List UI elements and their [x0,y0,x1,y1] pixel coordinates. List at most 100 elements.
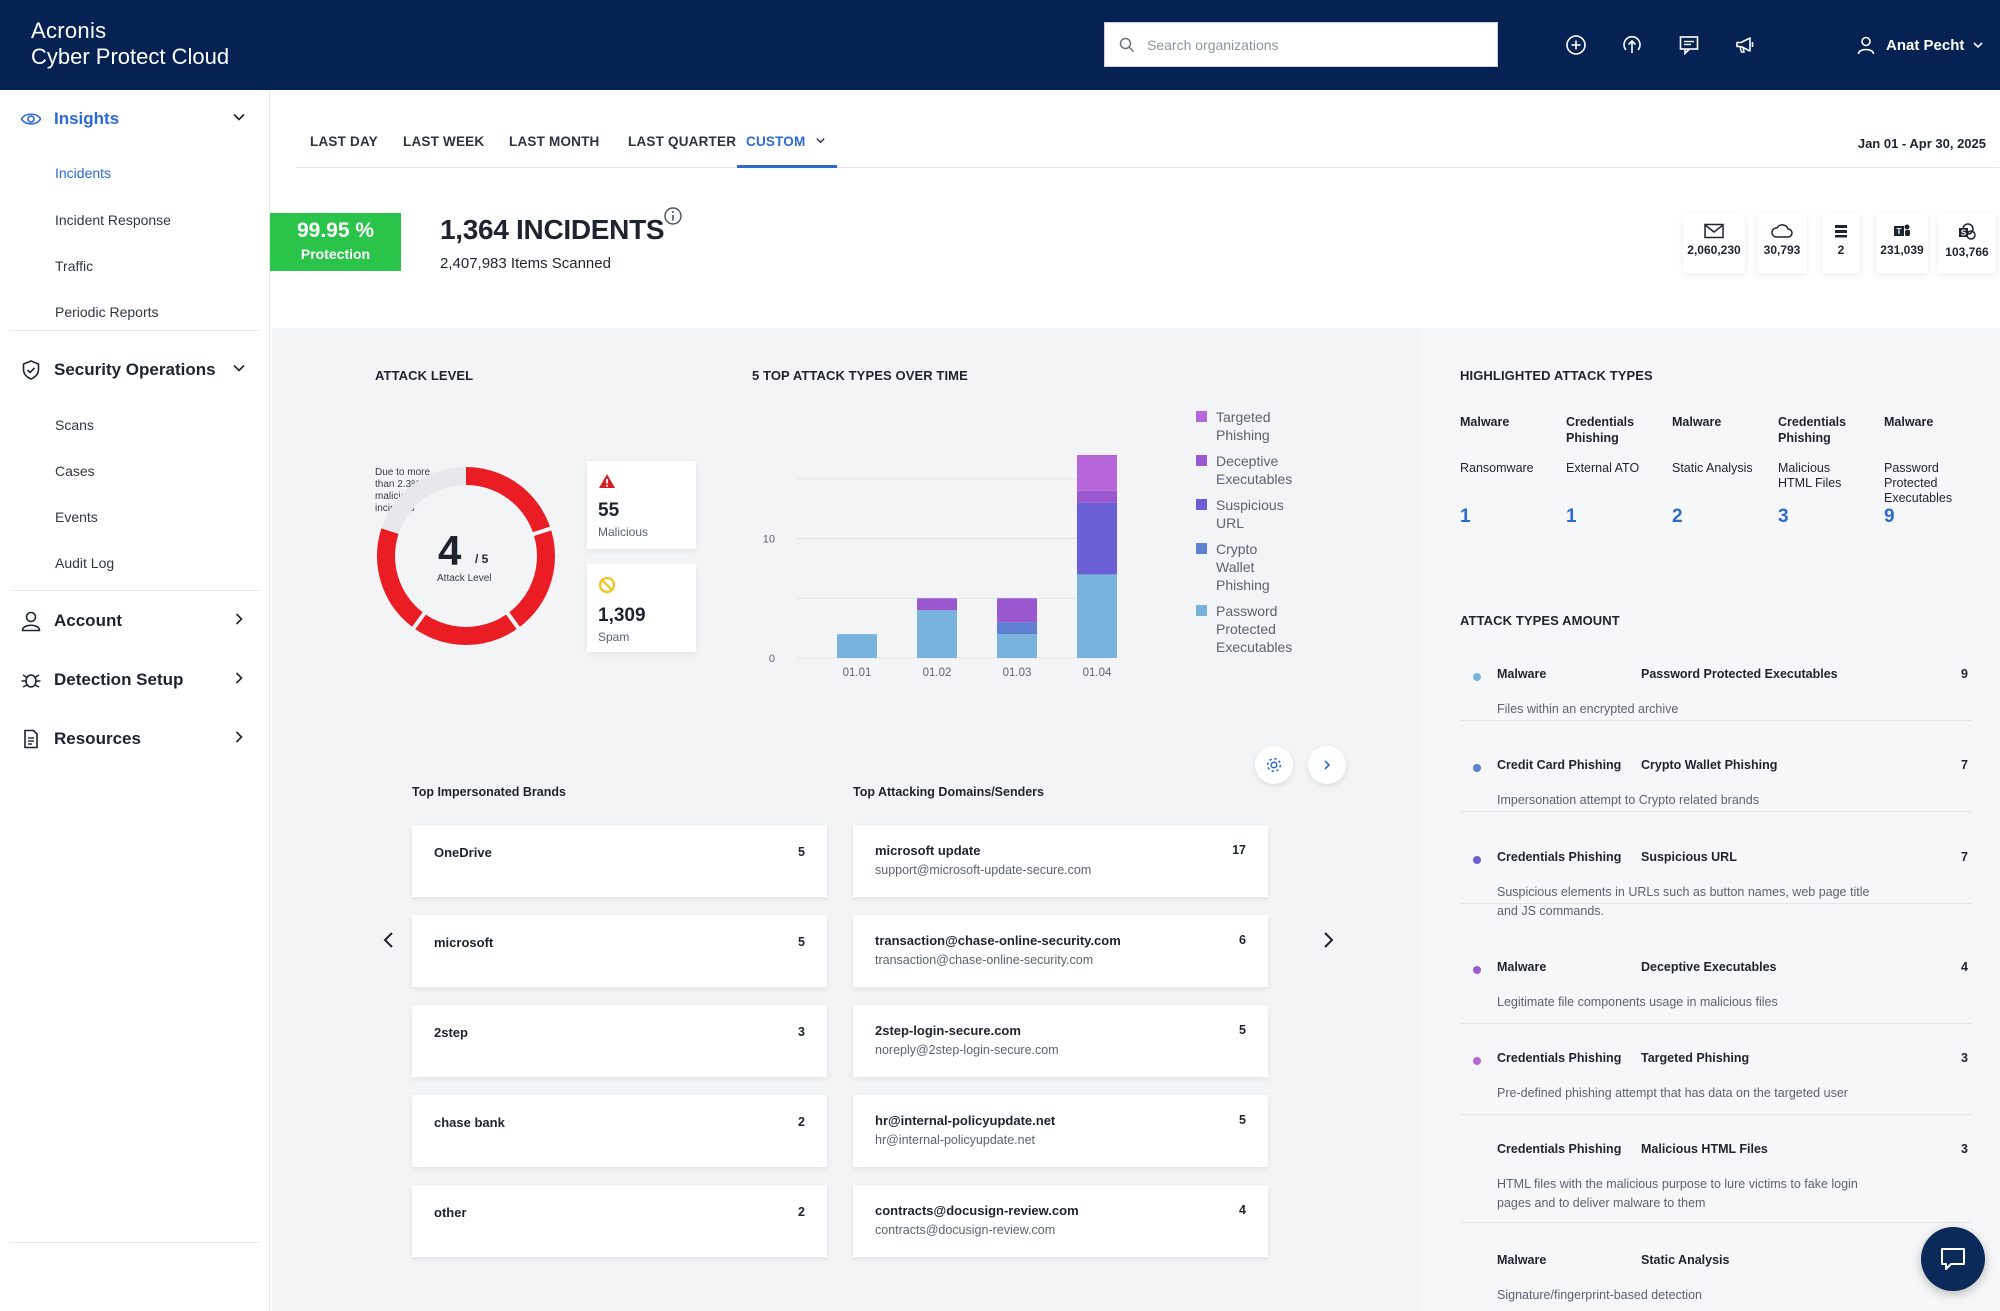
highlighted-count[interactable]: 1 [1566,506,1577,527]
attack-description: Signature/fingerprint-based detection [1497,1288,1702,1302]
attack-type: Malicious HTML Files [1641,1142,1768,1156]
chevron-right-icon [235,731,243,743]
announcement-icon[interactable] [1731,31,1759,59]
bar-segment[interactable] [997,598,1037,623]
bar-segment[interactable] [837,634,877,658]
stat-teams[interactable]: T 231,039 [1876,213,1928,273]
stat-sharepoint[interactable]: S 103,766 [1938,213,1996,273]
highlighted-category: Credentials Phishing [1778,415,1847,445]
attack-category: Credentials Phishing [1497,1142,1622,1156]
spam-card[interactable]: 1,309 Spam [587,564,696,652]
sidebar-item-audit-log[interactable]: Audit Log [55,555,115,571]
legend-item[interactable]: Suspicious URL [1196,496,1306,532]
domain-card[interactable]: transaction@chase-online-security.com 6 tr… [853,915,1268,987]
carousel-prev-button[interactable] [374,925,404,955]
x-tick-label: 01.01 [843,667,872,679]
brand-name: 2step [434,1025,468,1040]
brand-name: Acronis [31,18,107,43]
upload-icon[interactable] [1618,31,1646,59]
brand-card[interactable]: chase bank 2 [412,1095,827,1167]
sidebar-item-traffic[interactable]: Traffic [55,258,94,274]
legend-label: Password Protected Executables [1216,603,1293,655]
attack-description: Legitimate file components usage in mali… [1497,995,1778,1009]
user-menu[interactable]: Anat Pecht [1856,31,1994,59]
search-icon [1119,37,1135,52]
row-divider [1460,903,1972,904]
gauge-gap [410,609,428,632]
series-dot [1473,966,1481,974]
bar-segment[interactable] [1077,574,1117,658]
sidebar-section-resources[interactable]: Resources [0,716,270,762]
top-bar: Acronis Cyber Protect Cloud Anat Pecht [0,0,2000,90]
carousel-next-button[interactable] [1313,925,1343,955]
next-page-button[interactable] [1308,746,1346,784]
bar-segment[interactable] [917,598,957,611]
brand-card[interactable]: OneDrive 5 [412,825,827,897]
legend-item[interactable]: Targeted Phishing [1196,408,1306,444]
info-icon[interactable] [663,206,683,231]
tab-last-day[interactable]: LAST DAY [310,134,378,149]
highlighted-count[interactable]: 1 [1460,506,1471,527]
tab-last-week[interactable]: LAST WEEK [403,134,485,149]
tab-custom[interactable]: CUSTOM [746,134,826,149]
count: 17 [1232,843,1246,857]
legend-item[interactable]: Password Protected Executables [1196,602,1306,656]
sender-email: noreply@2step-login-secure.com [875,1043,1059,1057]
sidebar-item-incident-response[interactable]: Incident Response [55,212,171,228]
sidebar-item-periodic-reports[interactable]: Periodic Reports [55,304,159,320]
bar-segment[interactable] [997,622,1037,635]
stat-mail[interactable]: 2,060,230 [1683,213,1745,273]
tab-last-quarter[interactable]: LAST QUARTER [628,134,737,149]
bar-segment[interactable] [1077,490,1117,503]
highlighted-type: External ATO [1566,461,1640,475]
bug-icon [20,669,42,691]
brand-card[interactable]: microsoft 5 [412,915,827,987]
legend-swatch [1196,499,1207,510]
highlighted-count[interactable]: 3 [1778,506,1789,527]
stat-value: 30,793 [1763,243,1801,257]
sidebar-section-security-operations[interactable]: Security Operations [0,347,270,393]
sidebar-item-cases[interactable]: Cases [55,463,95,479]
brand-card[interactable]: 2step 3 [412,1005,827,1077]
message-icon[interactable] [1675,31,1703,59]
sidebar-section-account[interactable]: Account [0,598,270,644]
domain-card[interactable]: hr@internal-policyupdate.net 5 hr@internal… [853,1095,1268,1167]
domain-card[interactable]: microsoft update 17 support@microsoft-upda… [853,825,1268,897]
bar-segment[interactable] [917,610,957,658]
domain-card[interactable]: contracts@docusign-review.com 4 contracts@… [853,1185,1268,1257]
highlighted-count[interactable]: 9 [1884,506,1895,527]
settings-button[interactable] [1255,746,1293,784]
sidebar-item-events[interactable]: Events [55,509,98,525]
attack-type: Deceptive Executables [1641,960,1777,974]
stat-value: 2 [1837,243,1845,257]
domain-card[interactable]: 2step-login-secure.com 5 noreply@2step-log… [853,1005,1268,1077]
bar-segment[interactable] [1077,502,1117,575]
stat-cloud[interactable]: 30,793 [1757,213,1807,273]
malicious-label: Malicious [598,525,649,539]
brand-logo[interactable]: Acronis Cyber Protect Cloud [31,18,229,70]
stat-stack[interactable]: 2 [1822,213,1860,273]
search-input[interactable] [1147,36,1477,53]
highlighted-category: Malware [1460,415,1510,429]
sidebar-item-incidents[interactable]: Incidents [55,165,112,181]
gauge-segment-gaps [410,525,555,632]
legend-label: Crypto Wallet Phishing [1216,541,1270,593]
sidebar-section-insights[interactable]: Insights [0,96,270,142]
bar-segment[interactable] [997,634,1037,658]
sidebar-section-label: Insights [54,109,120,128]
bar-segment[interactable] [1077,454,1117,491]
tab-last-month[interactable]: LAST MONTH [509,134,600,149]
attack-type: Targeted Phishing [1641,1051,1750,1065]
chat-icon [1941,1248,1965,1270]
highlighted-count[interactable]: 2 [1672,506,1683,527]
chat-button[interactable] [1921,1227,1985,1291]
legend-item[interactable]: Deceptive Executables [1196,452,1306,488]
brand-card[interactable]: other 2 [412,1185,827,1257]
sidebar-section-detection-setup[interactable]: Detection Setup [0,657,270,703]
legend-item[interactable]: Crypto Wallet Phishing [1196,540,1306,594]
add-icon[interactable] [1562,31,1590,59]
sidebar-item-scans[interactable]: Scans [55,417,94,433]
date-range[interactable]: Jan 01 - Apr 30, 2025 [1857,136,1986,151]
malicious-card[interactable]: 55 Malicious [587,461,696,549]
sender-email: support@microsoft-update-secure.com [875,863,1092,877]
